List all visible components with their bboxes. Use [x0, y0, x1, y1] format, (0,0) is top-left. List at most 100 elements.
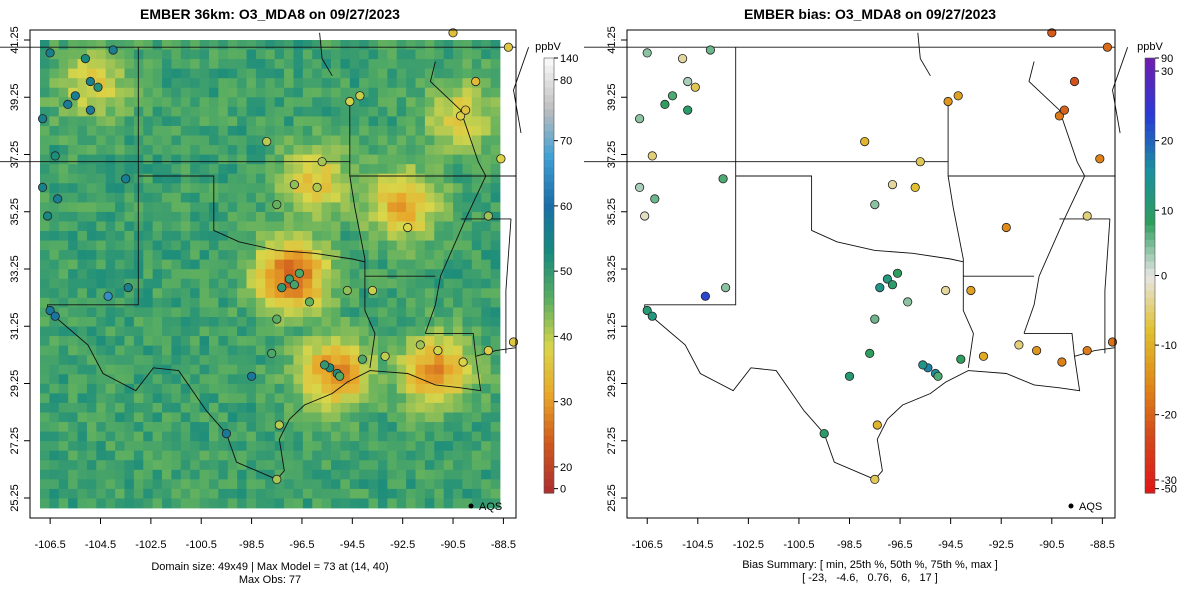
grid-cell	[58, 355, 69, 366]
grid-cell	[143, 125, 154, 136]
obs-point	[483, 345, 493, 356]
bias-point	[844, 371, 855, 381]
grid-cell	[124, 355, 135, 366]
grid-cell	[331, 145, 341, 156]
grid-cell	[490, 116, 501, 127]
grid-cell	[443, 479, 454, 490]
grid-cell	[396, 469, 407, 480]
grid-cell	[162, 202, 172, 213]
grid-cell	[208, 59, 219, 70]
grid-cell	[133, 154, 144, 165]
grid-cell	[424, 49, 435, 60]
grid-cell	[218, 231, 229, 241]
grid-cell	[274, 450, 285, 461]
grid-cell	[415, 250, 426, 261]
grid-cell	[471, 383, 482, 394]
grid-cell	[58, 183, 69, 194]
grid-cell	[462, 498, 473, 509]
grid-cell	[340, 469, 351, 480]
grid-cell	[40, 192, 50, 203]
colorbar-tick-label: 80	[560, 75, 572, 87]
colorbar-segment	[544, 464, 554, 472]
grid-cell	[481, 393, 492, 404]
grid-cell	[359, 145, 369, 156]
grid-cell	[77, 211, 88, 222]
grid-cell	[190, 355, 200, 366]
grid-cell	[246, 441, 257, 452]
grid-cell	[284, 87, 294, 98]
grid-cell	[96, 450, 107, 461]
grid-cell	[218, 97, 229, 108]
grid-cell	[443, 374, 454, 385]
colorbar-segment	[1145, 116, 1155, 124]
grid-cell	[284, 135, 294, 146]
grid-cell	[180, 59, 191, 70]
grid-cell	[96, 460, 107, 471]
grid-cell	[190, 259, 200, 270]
colorbar-segment	[544, 101, 554, 110]
bias-point	[978, 351, 989, 361]
obs-point	[50, 311, 60, 321]
grid-cell	[490, 488, 501, 499]
grid-cell	[462, 336, 473, 347]
grid-cell	[124, 164, 135, 175]
grid-cell	[453, 450, 463, 461]
colorbar-tick-label: -10	[1161, 340, 1177, 352]
grid-cell	[58, 135, 69, 146]
grid-cell	[40, 49, 50, 60]
grid-cell	[255, 431, 266, 442]
grid-cell	[68, 441, 78, 452]
grid-cell	[462, 116, 473, 127]
grid-cell	[227, 40, 238, 50]
grid-cell	[40, 269, 50, 280]
grid-cell	[58, 326, 69, 337]
grid-cell	[77, 479, 88, 490]
grid-cell	[199, 460, 210, 471]
grid-cell	[490, 221, 501, 232]
x-tick-label: -92.5	[390, 539, 415, 551]
grid-cell	[255, 412, 266, 423]
grid-cell	[77, 326, 88, 337]
grid-cell	[77, 460, 88, 471]
grid-cell	[199, 355, 210, 366]
bias-point	[1102, 42, 1113, 52]
colorbar-segment	[544, 137, 554, 146]
grid-cell	[396, 231, 407, 241]
state-boundary	[513, 47, 530, 134]
grid-cell	[162, 135, 172, 146]
grid-cell	[124, 345, 135, 356]
grid-cell	[471, 297, 482, 308]
grid-cell	[208, 469, 219, 480]
grid-cell	[152, 59, 163, 70]
colorbar-segment	[1145, 355, 1155, 364]
grid-cell	[462, 412, 473, 423]
grid-cell	[387, 202, 398, 213]
obs-point	[304, 297, 315, 307]
grid-cell	[443, 326, 454, 337]
colorbar-segment	[1145, 195, 1155, 204]
grid-cell	[124, 87, 135, 98]
grid-cell	[321, 431, 332, 442]
bias-point	[875, 282, 885, 293]
grid-cell	[68, 422, 78, 432]
grid-cell	[133, 68, 144, 79]
grid-cell	[152, 183, 163, 194]
colorbar-tick-label: 20	[560, 462, 572, 474]
grid-cell	[218, 40, 229, 50]
grid-cell	[415, 326, 426, 337]
grid-cell	[312, 116, 323, 127]
grid-cell	[443, 307, 454, 318]
grid-cell	[471, 269, 482, 280]
grid-cell	[68, 125, 78, 136]
grid-cell	[162, 240, 172, 251]
colorbar-segment	[544, 442, 554, 451]
grid-cell	[284, 412, 294, 423]
coastline	[47, 310, 517, 480]
grid-cell	[190, 192, 200, 203]
grid-cell	[171, 164, 182, 175]
grid-cell	[58, 364, 69, 375]
grid-cell	[218, 297, 229, 308]
grid-cell	[462, 154, 473, 165]
grid-cell	[124, 422, 135, 432]
grid-cell	[180, 87, 191, 98]
